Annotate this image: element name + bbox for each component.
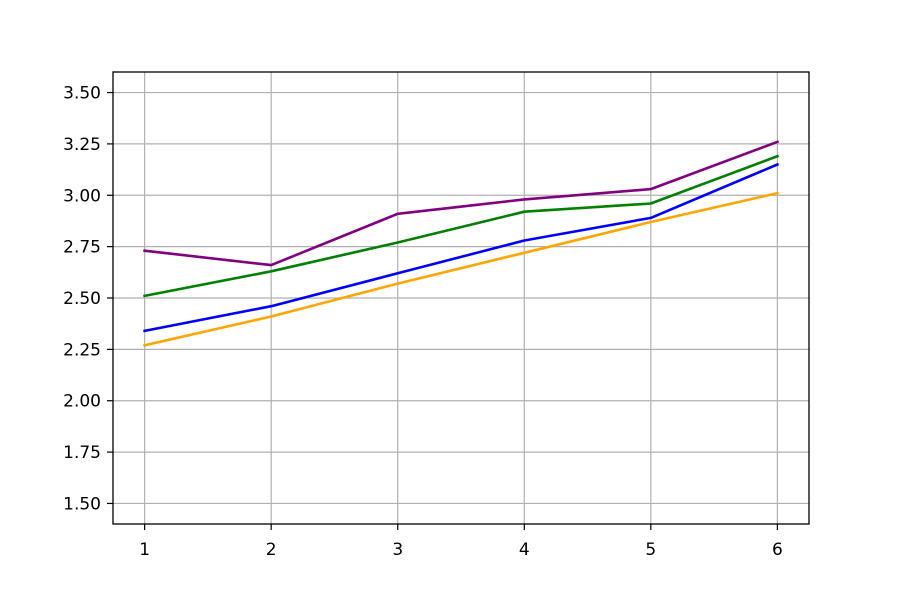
x-tick-label: 5 <box>645 540 656 560</box>
series-line-4 <box>143 140 780 267</box>
x-tick-label: 2 <box>266 540 277 560</box>
y-tick-label: 2.00 <box>63 392 101 412</box>
y-tick-label: 1.50 <box>63 494 101 514</box>
y-tick-label: 1.75 <box>63 443 101 463</box>
x-tick-label: 6 <box>772 540 783 560</box>
x-tick-label: 3 <box>392 540 403 560</box>
tick-label-layer: 1 2 3 4 5 6 1.50 1.75 2.00 2.25 2.50 2.75 3.00 3.25 3.… <box>63 84 783 560</box>
y-tick-label: 3.25 <box>63 135 101 155</box>
y-tick-label: 2.75 <box>63 238 101 258</box>
tick-layer <box>107 91 778 530</box>
y-tick-label: 2.50 <box>63 289 101 309</box>
y-tick-label: 3.00 <box>63 186 101 206</box>
x-tick-label: 1 <box>139 540 150 560</box>
y-tick-label: 2.25 <box>63 340 101 360</box>
x-tick-label: 4 <box>519 540 530 560</box>
y-tick-label: 3.50 <box>63 84 101 104</box>
series-line-1 <box>143 162 780 333</box>
series-line-2 <box>143 191 779 347</box>
grid-layer <box>113 72 809 524</box>
series-line-3 <box>143 154 780 298</box>
series-layer <box>143 140 780 347</box>
